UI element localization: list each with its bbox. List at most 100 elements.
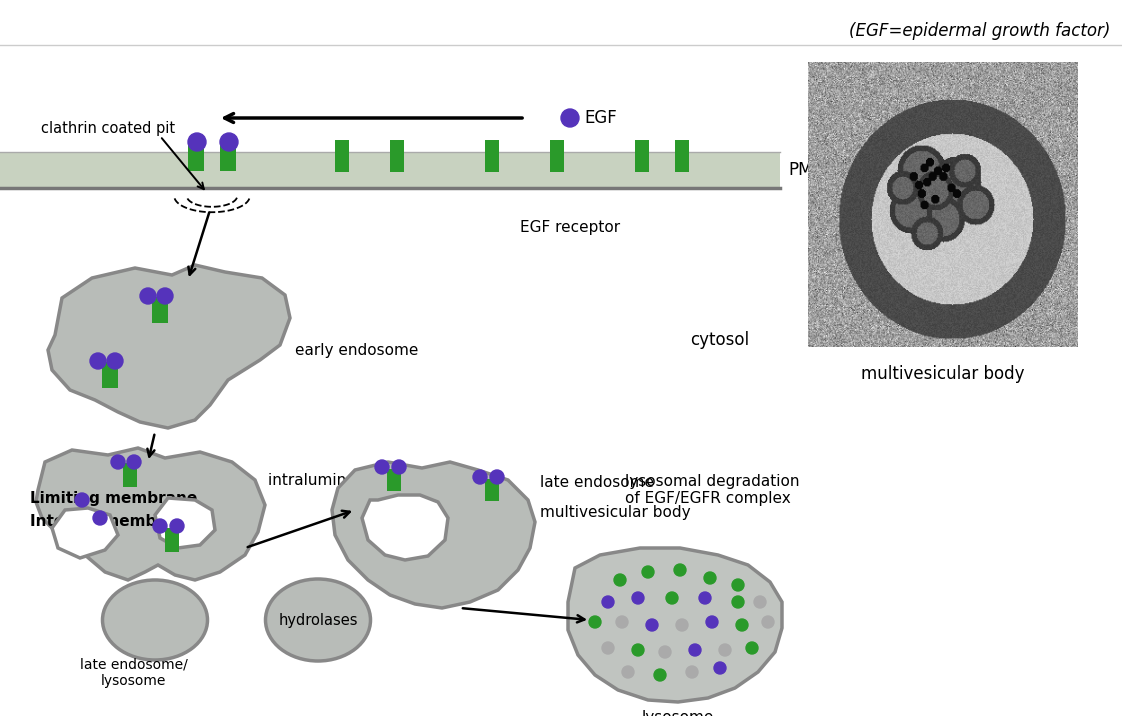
Circle shape [686, 666, 698, 678]
Circle shape [111, 455, 125, 469]
Text: late endosome/
lysosome: late endosome/ lysosome [80, 658, 187, 688]
Circle shape [157, 288, 173, 304]
Polygon shape [335, 140, 342, 172]
Circle shape [616, 616, 628, 628]
Circle shape [699, 592, 711, 604]
Circle shape [93, 511, 107, 525]
Text: late endosome: late endosome [540, 475, 654, 490]
Circle shape [714, 662, 726, 674]
Text: multivesicular body: multivesicular body [540, 505, 691, 520]
Polygon shape [394, 469, 401, 491]
Text: cytosol: cytosol [690, 331, 749, 349]
Circle shape [171, 519, 184, 533]
Circle shape [622, 666, 634, 678]
Circle shape [706, 616, 718, 628]
Text: PM: PM [788, 161, 812, 179]
Text: lysosome: lysosome [642, 710, 715, 716]
Polygon shape [397, 140, 404, 172]
Polygon shape [220, 141, 228, 171]
Circle shape [75, 493, 89, 507]
Circle shape [654, 669, 666, 681]
Text: early endosome: early endosome [295, 342, 419, 357]
Circle shape [762, 616, 774, 628]
Polygon shape [188, 141, 196, 171]
Text: multivesicular body: multivesicular body [862, 365, 1024, 383]
FancyBboxPatch shape [0, 152, 780, 188]
Circle shape [732, 579, 744, 591]
Polygon shape [123, 463, 130, 487]
Circle shape [603, 596, 614, 608]
Circle shape [642, 566, 654, 578]
Circle shape [689, 644, 701, 656]
Text: EGF receptor: EGF receptor [519, 220, 620, 235]
Circle shape [675, 619, 688, 631]
Text: Internal membrane: Internal membrane [30, 515, 195, 530]
Circle shape [392, 460, 406, 474]
Circle shape [90, 353, 105, 369]
Polygon shape [390, 140, 397, 172]
Circle shape [375, 460, 389, 474]
Polygon shape [160, 297, 168, 323]
Polygon shape [228, 141, 236, 171]
Text: clathrin coated pit: clathrin coated pit [40, 120, 175, 135]
Polygon shape [196, 141, 204, 171]
Text: EGF: EGF [583, 109, 617, 127]
Circle shape [220, 133, 238, 151]
Circle shape [736, 619, 748, 631]
Text: hydrolases: hydrolases [278, 612, 358, 627]
Circle shape [473, 470, 487, 484]
Polygon shape [493, 479, 499, 501]
Polygon shape [635, 140, 642, 172]
Polygon shape [493, 140, 499, 172]
Circle shape [107, 353, 123, 369]
Polygon shape [48, 265, 289, 428]
Circle shape [188, 133, 206, 151]
Polygon shape [332, 462, 535, 608]
Circle shape [561, 109, 579, 127]
Ellipse shape [266, 579, 370, 661]
Polygon shape [568, 548, 782, 702]
Circle shape [632, 644, 644, 656]
Circle shape [674, 564, 686, 576]
Circle shape [140, 288, 156, 304]
Polygon shape [342, 140, 349, 172]
Text: (EGF=epidermal growth factor): (EGF=epidermal growth factor) [848, 22, 1110, 40]
Polygon shape [362, 495, 448, 560]
Polygon shape [155, 498, 215, 548]
Ellipse shape [102, 580, 208, 660]
Text: intraluminal budding: intraluminal budding [268, 473, 427, 488]
Polygon shape [102, 362, 110, 388]
Polygon shape [165, 528, 172, 552]
Circle shape [614, 574, 626, 586]
Polygon shape [642, 140, 649, 172]
Circle shape [746, 642, 758, 654]
Circle shape [603, 642, 614, 654]
Polygon shape [36, 448, 265, 580]
Circle shape [127, 455, 141, 469]
Circle shape [490, 470, 504, 484]
Circle shape [703, 572, 716, 584]
Text: Limiting membrane: Limiting membrane [30, 490, 197, 505]
Circle shape [589, 616, 601, 628]
Circle shape [646, 619, 657, 631]
Polygon shape [675, 140, 682, 172]
Polygon shape [485, 479, 493, 501]
Polygon shape [151, 297, 160, 323]
Circle shape [754, 596, 766, 608]
Circle shape [732, 596, 744, 608]
Circle shape [666, 592, 678, 604]
Text: lysosomal degradation
of EGF/EGFR complex: lysosomal degradation of EGF/EGFR comple… [625, 474, 800, 506]
Polygon shape [557, 140, 564, 172]
Polygon shape [172, 528, 180, 552]
Polygon shape [110, 362, 118, 388]
Circle shape [659, 646, 671, 658]
Circle shape [719, 644, 732, 656]
Polygon shape [130, 463, 137, 487]
Polygon shape [485, 140, 493, 172]
Circle shape [153, 519, 167, 533]
Polygon shape [52, 508, 118, 558]
Polygon shape [550, 140, 557, 172]
Polygon shape [682, 140, 689, 172]
Circle shape [632, 592, 644, 604]
Polygon shape [387, 469, 394, 491]
